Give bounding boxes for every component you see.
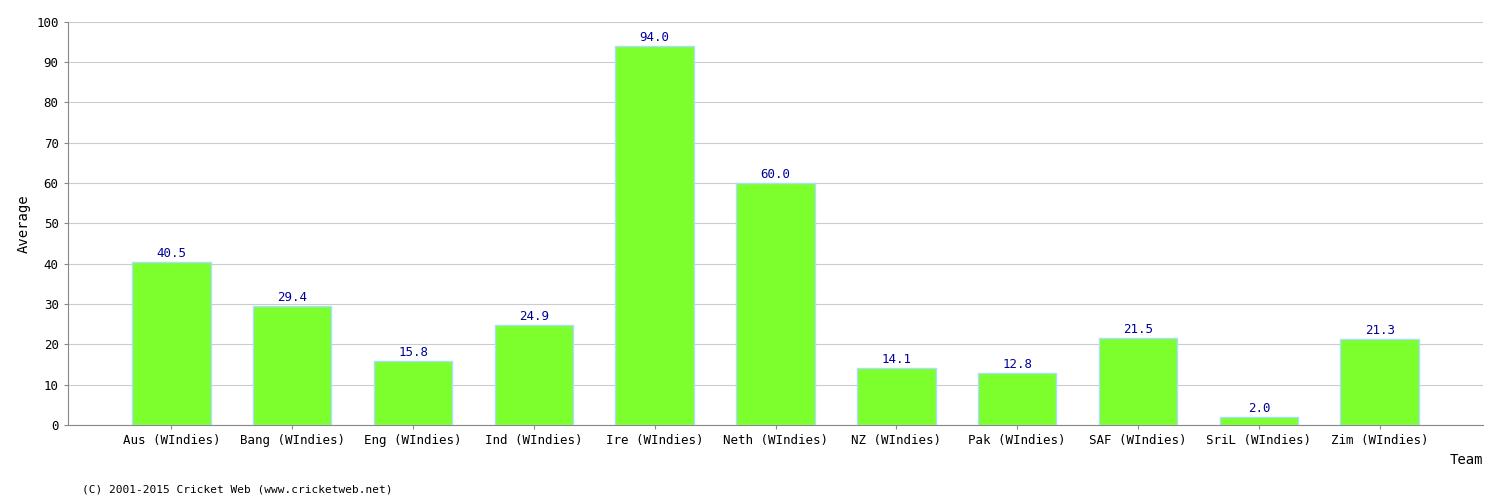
Text: (C) 2001-2015 Cricket Web (www.cricketweb.net): (C) 2001-2015 Cricket Web (www.cricketwe…: [82, 485, 393, 495]
Bar: [132, 262, 210, 425]
Text: 60.0: 60.0: [760, 168, 790, 181]
Bar: [254, 306, 332, 425]
Bar: [495, 324, 573, 425]
Bar: [1341, 339, 1419, 425]
Bar: [736, 183, 815, 425]
Bar: [978, 374, 1056, 425]
Text: 29.4: 29.4: [278, 292, 308, 304]
Y-axis label: Average: Average: [16, 194, 30, 252]
Text: 21.5: 21.5: [1124, 324, 1154, 336]
Bar: [1220, 417, 1298, 425]
Text: 2.0: 2.0: [1248, 402, 1270, 415]
Text: 12.8: 12.8: [1002, 358, 1032, 372]
Text: 15.8: 15.8: [398, 346, 427, 360]
Bar: [615, 46, 695, 425]
Text: 94.0: 94.0: [639, 31, 669, 44]
Text: 24.9: 24.9: [519, 310, 549, 322]
Text: 40.5: 40.5: [156, 246, 186, 260]
Text: 21.3: 21.3: [1365, 324, 1395, 337]
Text: 14.1: 14.1: [882, 353, 912, 366]
Bar: [374, 362, 453, 425]
X-axis label: Team: Team: [1450, 452, 1484, 466]
Bar: [856, 368, 936, 425]
Bar: [1100, 338, 1178, 425]
